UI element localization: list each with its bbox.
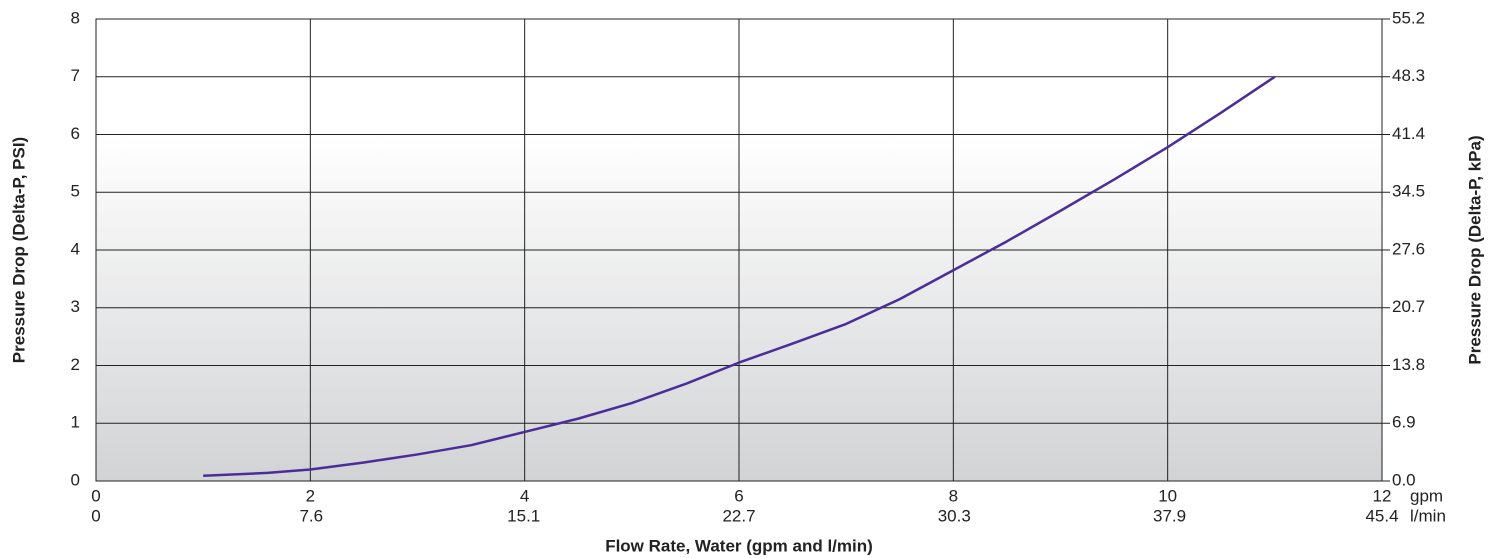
x2-tick-label: 15.1 [507,506,540,525]
x-tick-label: 0 [91,486,100,505]
x-tick-label: 12 [1373,486,1392,505]
y2-tick-label: 27.6 [1392,239,1425,258]
x2-tick-label: 22.7 [722,506,755,525]
x-tick-label: 6 [734,486,743,505]
x-tick-label: 8 [949,486,958,505]
x2-tick-label: 45.4 [1365,506,1398,525]
y-tick-label: 3 [71,297,80,316]
y-tick-label: 8 [71,8,80,27]
x-unit: gpm [1410,486,1443,505]
y-tick-label: 7 [71,66,80,85]
data-line [203,75,1276,478]
y2-tick-label: 20.7 [1392,297,1425,316]
x-axis-title: Flow Rate, Water (gpm and l/min) [605,536,873,555]
x2-tick-label: 30.3 [938,506,971,525]
y-tick-label: 5 [71,182,80,201]
y2-axis-title: Pressure Drop (Delta-P, kPa) [1465,135,1484,364]
y-tick-label: 0 [71,470,80,489]
x2-unit: l/min [1410,506,1446,525]
y2-tick-label: 6.9 [1392,413,1416,432]
y2-tick-label: 55.2 [1392,8,1425,27]
y-tick-label: 1 [71,413,80,432]
x2-tick-label: 37.9 [1153,506,1186,525]
y2-tick-label: 34.5 [1392,182,1425,201]
y-tick-label: 4 [71,239,80,258]
x-tick-label: 2 [306,486,315,505]
y2-tick-label: 13.8 [1392,355,1425,374]
x2-tick-label: 0 [91,506,100,525]
y-axis-title: Pressure Drop (Delta-P, PSI) [9,137,28,363]
x-tick-label: 10 [1158,486,1177,505]
y2-tick-label: 0.0 [1392,470,1416,489]
y2-tick-label: 48.3 [1392,66,1425,85]
y2-tick-label: 41.4 [1392,124,1425,143]
y-tick-label: 2 [71,355,80,374]
y-tick-label: 6 [71,124,80,143]
x2-tick-label: 7.6 [299,506,323,525]
x-tick-label: 4 [520,486,529,505]
